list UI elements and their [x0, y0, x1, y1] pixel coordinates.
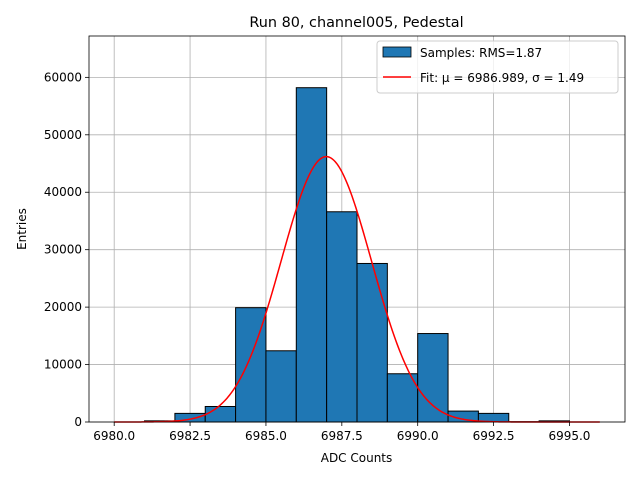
x-tick-label: 6987.5	[321, 429, 363, 443]
histogram-bar	[235, 307, 267, 423]
y-tick-label: 10000	[44, 358, 82, 372]
y-tick-label: 50000	[44, 128, 82, 142]
x-axis: 6980.0 6982.5 6985.0 6987.5 6990.0 6992.5 6995…	[93, 422, 590, 443]
y-tick-label: 60000	[44, 70, 82, 84]
legend-samples-label: Samples: RMS=1.87	[420, 46, 542, 60]
histogram-bar	[265, 350, 297, 423]
y-tick-label: 40000	[44, 185, 82, 199]
x-axis-label: ADC Counts	[321, 451, 393, 465]
x-tick-label: 6992.5	[473, 429, 515, 443]
histogram-bar	[295, 87, 328, 423]
x-tick-label: 6985.0	[245, 429, 287, 443]
chart-title: Run 80, channel005, Pedestal	[249, 15, 463, 31]
histogram-bar	[417, 333, 449, 423]
legend-frame	[376, 40, 619, 94]
y-tick-label: 30000	[44, 243, 82, 257]
y-axis: 0 10000 20000 30000 40000 50000 60000	[44, 70, 89, 429]
legend-fit-label: Fit: μ = 6986.989, σ = 1.49	[420, 71, 584, 85]
histogram-bars	[144, 87, 570, 423]
y-axis-label: Entries	[15, 208, 29, 250]
x-tick-label: 6990.0	[397, 429, 439, 443]
histogram-bar	[204, 405, 237, 423]
histogram-bar	[326, 211, 358, 423]
histogram-bar	[356, 262, 388, 423]
plot-frame	[88, 35, 626, 423]
x-tick-label: 6980.0	[93, 429, 135, 443]
y-tick-label: 0	[74, 415, 82, 429]
legend-samples-swatch	[382, 46, 412, 58]
x-tick-label: 6982.5	[169, 429, 211, 443]
legend: Samples: RMS=1.87 Fit: μ = 6986.989, σ =…	[376, 40, 619, 94]
y-tick-label: 20000	[44, 300, 82, 314]
x-tick-label: 6995.0	[548, 429, 590, 443]
